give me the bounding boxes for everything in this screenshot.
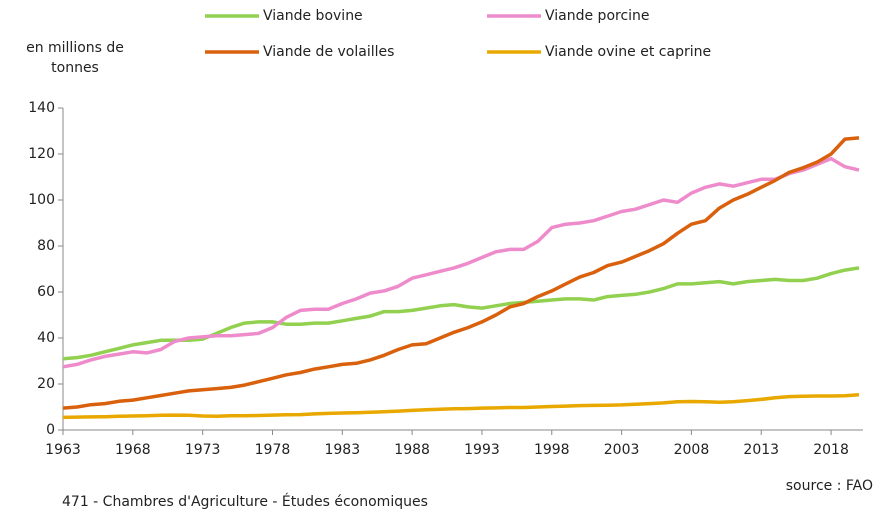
- x-tick-label: 1993: [464, 442, 500, 458]
- x-tick-label: 1968: [115, 442, 151, 458]
- y-tick-label: 100: [28, 192, 55, 208]
- series-line: [62, 136, 860, 410]
- y-tick-label: 80: [37, 238, 55, 254]
- legend-label: Viande de volailles: [263, 44, 394, 60]
- source: source : FAO: [785, 478, 873, 494]
- x-tick-label: 1978: [255, 442, 291, 458]
- y-tick-label: 40: [37, 330, 55, 346]
- y-tick-label: 140: [28, 100, 55, 116]
- y-tick-label: 20: [37, 376, 55, 392]
- series-line: [62, 393, 860, 420]
- x-tick-label: 2008: [674, 442, 710, 458]
- series-line: [62, 156, 860, 369]
- x-tick-label: 1973: [185, 442, 221, 458]
- x-tick-label: 2003: [604, 442, 640, 458]
- series-line: [62, 266, 860, 361]
- legend-label: Viande ovine et caprine: [545, 44, 711, 60]
- x-tick-label: 1963: [45, 442, 81, 458]
- y-tick-label: 0: [46, 422, 55, 438]
- legend-label: Viande porcine: [545, 8, 650, 24]
- y-axis-label: en millions de tonnes: [26, 40, 124, 76]
- y-tick-label: 60: [37, 284, 55, 300]
- footer: 471 - Chambres d'Agriculture - Études éc…: [62, 494, 428, 510]
- y-tick-label: 120: [28, 146, 55, 162]
- x-tick-label: 1998: [534, 442, 570, 458]
- legend-label: Viande bovine: [263, 8, 363, 24]
- x-tick-label: 2013: [743, 442, 779, 458]
- x-tick-label: 1988: [394, 442, 430, 458]
- x-tick-label: 2018: [813, 442, 849, 458]
- x-tick-label: 1983: [324, 442, 360, 458]
